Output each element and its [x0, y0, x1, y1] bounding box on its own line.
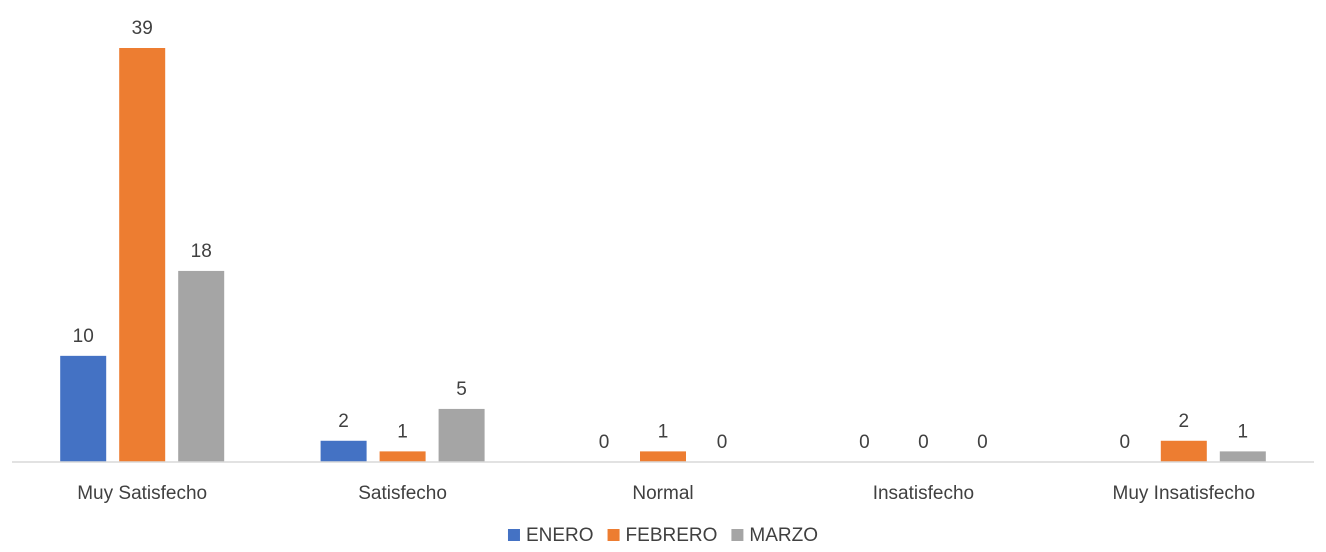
- bar-muy-satisfecho-febrero: [119, 48, 166, 462]
- bar-satisfecho-enero: [320, 440, 367, 462]
- legend: ENERO FEBRERO MARZO: [507, 525, 818, 546]
- data-label-muy-satisfecho-febrero: 39: [132, 18, 153, 39]
- legend-swatch-febrero: [607, 529, 620, 541]
- category-label-satisfecho: Satisfecho: [358, 483, 447, 504]
- bar-normal-febrero: [640, 451, 686, 462]
- data-label-insatisfecho-marzo: 0: [977, 432, 988, 453]
- category-label-muy-insatisfecho: Muy Insatisfecho: [1113, 483, 1256, 504]
- bars-group: [60, 48, 1266, 462]
- bar-muy-satisfecho-marzo: [178, 270, 225, 462]
- data-label-muy-satisfecho-enero: 10: [73, 326, 94, 347]
- category-label-insatisfecho: Insatisfecho: [873, 483, 974, 504]
- data-label-satisfecho-febrero: 1: [397, 421, 408, 442]
- data-label-satisfecho-marzo: 5: [456, 379, 467, 400]
- data-label-insatisfecho-enero: 0: [859, 432, 870, 453]
- data-label-muy-insatisfecho-marzo: 1: [1238, 421, 1249, 442]
- bar-muy-insatisfecho-marzo: [1219, 451, 1266, 462]
- data-label-normal-marzo: 0: [717, 432, 728, 453]
- category-label-normal: Normal: [632, 483, 693, 504]
- category-labels-group: Muy Satisfecho Satisfecho Normal Insatisfec…: [77, 483, 1255, 504]
- data-label-muy-insatisfecho-enero: 0: [1120, 432, 1131, 453]
- data-label-normal-febrero: 1: [658, 421, 669, 442]
- data-label-muy-insatisfecho-febrero: 2: [1179, 411, 1190, 432]
- legend-swatch-enero: [507, 529, 520, 541]
- bar-satisfecho-marzo: [438, 408, 485, 462]
- bar-muy-satisfecho-enero: [60, 355, 107, 462]
- bar-satisfecho-febrero: [379, 451, 426, 462]
- legend-label-marzo: MARZO: [749, 525, 818, 546]
- legend-label-enero: ENERO: [526, 525, 594, 546]
- legend-swatch-marzo: [731, 529, 744, 541]
- data-label-normal-enero: 0: [599, 432, 610, 453]
- legend-label-febrero: FEBRERO: [626, 525, 718, 546]
- data-label-muy-satisfecho-marzo: 18: [191, 241, 212, 262]
- data-label-insatisfecho-febrero: 0: [918, 432, 929, 453]
- data-label-satisfecho-enero: 2: [338, 411, 349, 432]
- category-label-muy-satisfecho: Muy Satisfecho: [77, 483, 207, 504]
- bar-muy-insatisfecho-febrero: [1160, 440, 1207, 462]
